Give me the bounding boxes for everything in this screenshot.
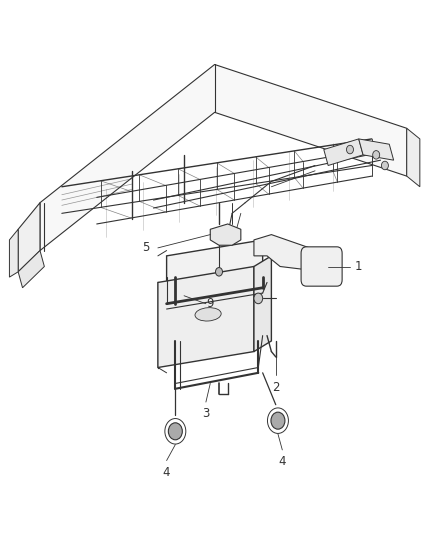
Circle shape	[254, 293, 263, 304]
Polygon shape	[359, 139, 394, 160]
Polygon shape	[18, 203, 40, 272]
Polygon shape	[166, 240, 263, 282]
Polygon shape	[10, 229, 18, 277]
Polygon shape	[254, 256, 272, 352]
Polygon shape	[40, 64, 407, 251]
Text: 2: 2	[272, 381, 279, 394]
Circle shape	[373, 151, 380, 159]
Text: 9: 9	[206, 297, 213, 310]
Circle shape	[381, 161, 389, 169]
Polygon shape	[18, 251, 44, 288]
Ellipse shape	[195, 308, 221, 321]
FancyBboxPatch shape	[301, 247, 342, 286]
Circle shape	[168, 423, 182, 440]
Polygon shape	[407, 128, 420, 187]
Text: 4: 4	[163, 466, 170, 479]
Polygon shape	[210, 224, 241, 245]
Text: 1: 1	[354, 260, 362, 273]
Circle shape	[215, 268, 223, 276]
Circle shape	[346, 146, 353, 154]
Text: 4: 4	[279, 455, 286, 468]
Polygon shape	[158, 266, 254, 368]
Polygon shape	[324, 139, 363, 165]
Text: 5: 5	[142, 241, 149, 254]
Text: 3: 3	[202, 407, 210, 421]
Circle shape	[271, 412, 285, 429]
Polygon shape	[254, 235, 332, 272]
